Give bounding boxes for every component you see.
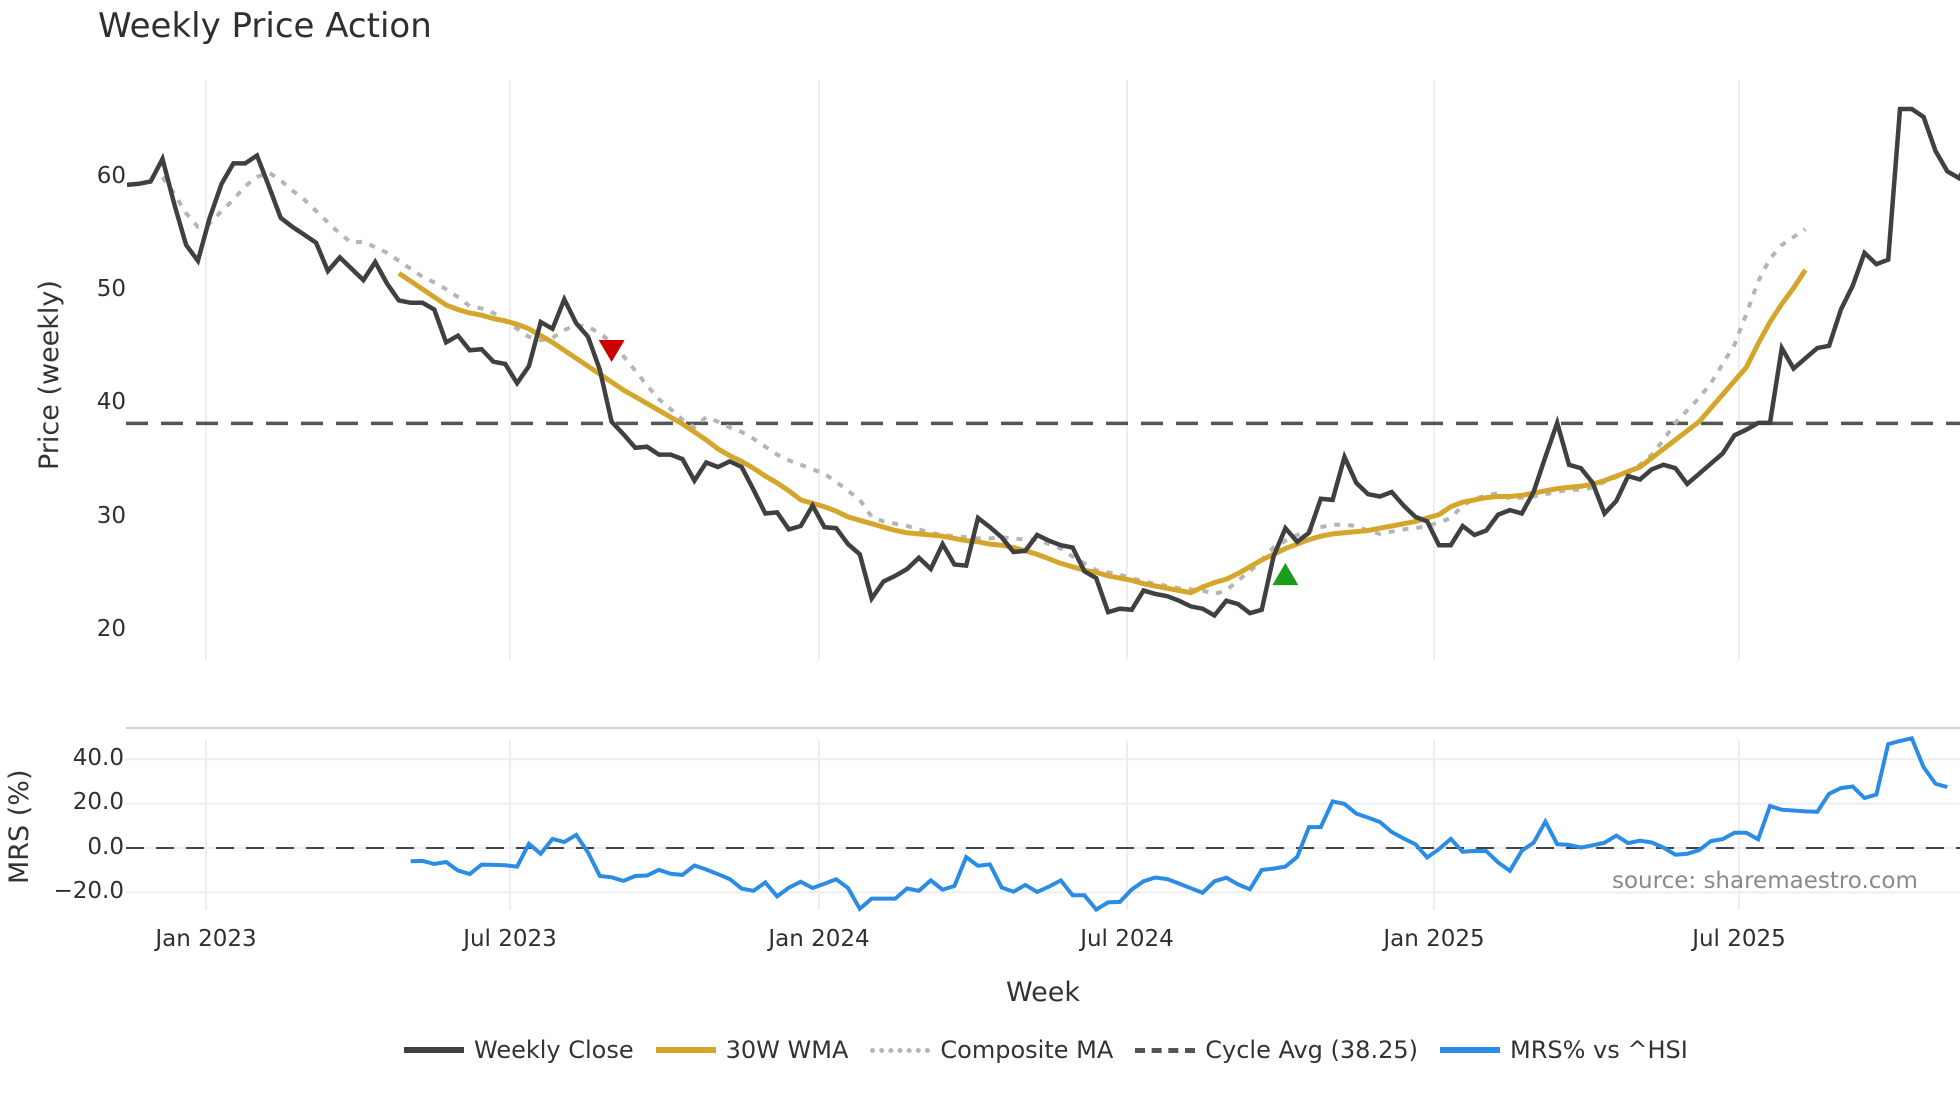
legend-item-cycle-avg[interactable]: Cycle Avg (38.25) [1135, 1036, 1418, 1064]
mrs-line [410, 735, 1948, 913]
legend-swatch-icon [1135, 1047, 1196, 1053]
xtick-jan-2024: Jan 2024 [768, 926, 870, 952]
composite-ma-line [160, 170, 1807, 596]
legend-label: MRS% vs ^HSI [1509, 1036, 1688, 1064]
legend-label: Cycle Avg (38.25) [1205, 1036, 1418, 1064]
price-ytick: 50 [96, 276, 126, 302]
price-ytick: 20 [96, 616, 126, 642]
mrs-ytick: −20.0 [53, 878, 124, 904]
legend-swatch-icon [1439, 1047, 1500, 1053]
price-ytick: 40 [96, 389, 126, 415]
wma-30w-line [397, 268, 1808, 596]
mrs-ytick: 40.0 [72, 745, 124, 771]
price-ytick: 30 [96, 503, 126, 529]
sell-signal-triangle-down-icon [598, 339, 625, 363]
legend: Weekly Close 30W WMA Composite MA Cycle … [404, 1036, 1710, 1064]
xtick-jan-2023: Jan 2023 [155, 926, 257, 952]
legend-item-weekly-close[interactable]: Weekly Close [404, 1036, 634, 1064]
legend-swatch-icon [655, 1047, 716, 1053]
legend-item-mrs[interactable]: MRS% vs ^HSI [1439, 1036, 1688, 1064]
xtick-jul-2025: Jul 2025 [1692, 926, 1786, 952]
xtick-jul-2024: Jul 2024 [1080, 926, 1174, 952]
chart-title: Weekly Price Action [98, 6, 432, 46]
source-label: source: sharemaestro.com [1612, 868, 1918, 894]
mrs-ytick: 0.0 [87, 834, 124, 860]
xtick-jan-2025: Jan 2025 [1383, 926, 1485, 952]
mrs-ytick: 20.0 [72, 789, 124, 815]
legend-item-30w-wma[interactable]: 30W WMA [655, 1036, 849, 1064]
x-axis-label: Week [1006, 977, 1080, 1008]
legend-label: Composite MA [940, 1036, 1114, 1064]
legend-label: Weekly Close [474, 1036, 634, 1064]
legend-item-composite-ma[interactable]: Composite MA [870, 1036, 1113, 1064]
legend-swatch-icon [870, 1047, 931, 1053]
legend-label: 30W WMA [725, 1036, 849, 1064]
xtick-jul-2023: Jul 2023 [463, 926, 557, 952]
price-ytick: 60 [96, 163, 126, 189]
legend-swatch-icon [404, 1047, 464, 1053]
weekly-close-line [126, 106, 1960, 619]
buy-signal-triangle-up-icon [1272, 562, 1299, 586]
